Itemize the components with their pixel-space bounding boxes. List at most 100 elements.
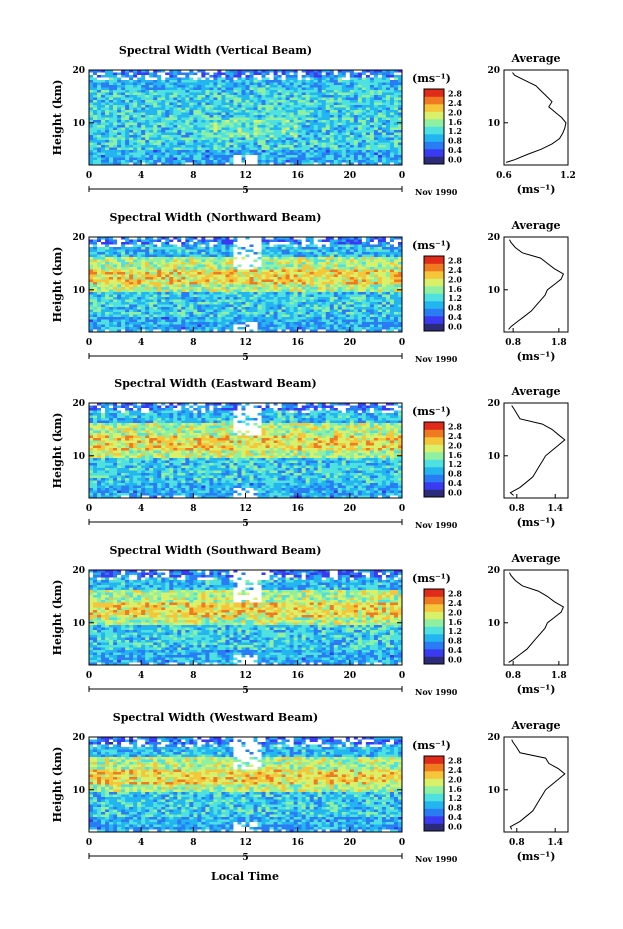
heatmap-cell bbox=[233, 239, 238, 243]
heatmap-cell bbox=[241, 244, 246, 248]
heatmap-cell bbox=[349, 137, 355, 141]
heatmap-cell bbox=[289, 85, 294, 88]
heatmap-cell bbox=[109, 249, 114, 253]
heatmap-cell bbox=[365, 292, 371, 295]
heatmap-cell bbox=[289, 274, 294, 278]
heatmap-cell bbox=[197, 105, 202, 108]
heatmap-cell bbox=[257, 135, 262, 138]
heatmap-cell bbox=[373, 137, 379, 141]
heatmap-cell bbox=[161, 257, 166, 260]
heatmap-cell bbox=[125, 92, 130, 96]
heatmap-cell bbox=[361, 90, 367, 93]
heatmap-cell bbox=[377, 294, 383, 298]
heatmap-cell bbox=[105, 160, 110, 163]
heatmap-cell bbox=[133, 272, 138, 275]
heatmap-cell bbox=[281, 110, 286, 113]
heatmap-cell bbox=[165, 147, 170, 151]
heatmap-cell bbox=[221, 242, 226, 245]
heatmap-cell bbox=[161, 160, 166, 163]
heatmap-cell bbox=[341, 112, 347, 116]
heatmap-cell bbox=[373, 160, 379, 163]
heatmap-cell bbox=[289, 277, 294, 280]
heatmap-cell bbox=[305, 292, 310, 295]
heatmap-cell bbox=[157, 254, 162, 258]
heatmap-cell bbox=[377, 75, 383, 78]
heatmap-cell bbox=[333, 95, 339, 98]
heatmap-cell bbox=[281, 102, 286, 106]
heatmap-cell bbox=[261, 117, 266, 121]
heatmap-cell bbox=[141, 284, 146, 288]
heatmap-cell bbox=[261, 120, 266, 123]
heatmap-cell bbox=[297, 120, 302, 123]
heatmap-cell bbox=[261, 279, 266, 283]
heatmap-cell bbox=[193, 130, 198, 133]
heatmap-cell bbox=[89, 279, 94, 283]
heatmap-cell bbox=[229, 272, 234, 275]
heatmap-cell bbox=[305, 75, 310, 78]
heatmap-cell bbox=[265, 135, 270, 138]
heatmap-cell bbox=[337, 150, 343, 153]
heatmap-cell bbox=[157, 102, 162, 106]
heatmap-cell bbox=[289, 82, 294, 86]
heatmap-cell bbox=[257, 289, 262, 293]
heatmap-cell bbox=[385, 292, 391, 295]
heatmap-cell bbox=[109, 137, 114, 141]
heatmap-cell bbox=[173, 282, 178, 285]
heatmap-cell bbox=[145, 242, 150, 245]
heatmap-cell bbox=[213, 162, 218, 166]
heatmap-cell bbox=[201, 100, 206, 103]
heatmap-cell bbox=[121, 85, 126, 88]
heatmap-cell bbox=[165, 97, 170, 101]
heatmap-cell bbox=[101, 294, 106, 298]
heatmap-cell bbox=[129, 132, 134, 136]
heatmap-cell bbox=[105, 287, 110, 290]
heatmap-cell bbox=[329, 122, 335, 126]
heatmap-cell bbox=[105, 135, 110, 138]
heatmap-cell bbox=[317, 282, 323, 285]
heatmap-cell bbox=[157, 147, 162, 151]
heatmap-cell bbox=[361, 80, 367, 83]
heatmap-cell bbox=[157, 259, 162, 263]
heatmap-cell bbox=[305, 142, 310, 146]
heatmap-cell bbox=[289, 77, 294, 81]
heatmap-cell bbox=[153, 249, 158, 253]
heatmap-cell bbox=[169, 279, 174, 283]
heatmap-cell bbox=[93, 282, 98, 285]
heatmap-cell bbox=[177, 277, 182, 280]
heatmap-cell bbox=[373, 279, 379, 283]
heatmap-cell bbox=[157, 137, 162, 141]
heatmap-cell bbox=[189, 125, 194, 128]
heatmap-cell bbox=[389, 117, 395, 121]
heatmap-cell bbox=[357, 102, 363, 106]
heatmap-cell bbox=[277, 147, 282, 151]
heatmap-cell bbox=[197, 122, 202, 126]
heatmap-cell bbox=[397, 82, 403, 86]
heatmap-cell bbox=[373, 85, 379, 88]
heatmap-cell bbox=[377, 155, 383, 158]
heatmap-cell bbox=[173, 90, 178, 93]
heatmap-cell bbox=[305, 117, 310, 121]
heatmap-cell bbox=[221, 152, 226, 156]
heatmap-cell bbox=[357, 125, 363, 128]
heatmap-cell bbox=[105, 115, 110, 118]
heatmap-cell bbox=[357, 239, 363, 243]
heatmap-cell bbox=[189, 122, 194, 126]
heatmap-cell bbox=[237, 105, 242, 108]
heatmap-cell bbox=[397, 269, 403, 273]
heatmap-cell bbox=[353, 264, 359, 268]
heatmap-cell bbox=[125, 242, 130, 245]
heatmap-cell bbox=[293, 287, 298, 290]
heatmap-cell bbox=[125, 277, 130, 280]
heatmap-cell bbox=[161, 269, 166, 273]
heatmap-cell bbox=[297, 292, 302, 295]
heatmap-cell bbox=[349, 257, 355, 260]
heatmap-cell bbox=[121, 145, 126, 148]
heatmap-cell bbox=[213, 160, 218, 163]
heatmap-cell bbox=[129, 289, 134, 293]
heatmap-cell bbox=[345, 80, 351, 83]
heatmap-cell bbox=[169, 247, 174, 250]
heatmap-cell bbox=[193, 147, 198, 151]
heatmap-cell bbox=[205, 267, 210, 270]
heatmap-cell bbox=[169, 77, 174, 81]
heatmap-cell bbox=[365, 262, 371, 265]
